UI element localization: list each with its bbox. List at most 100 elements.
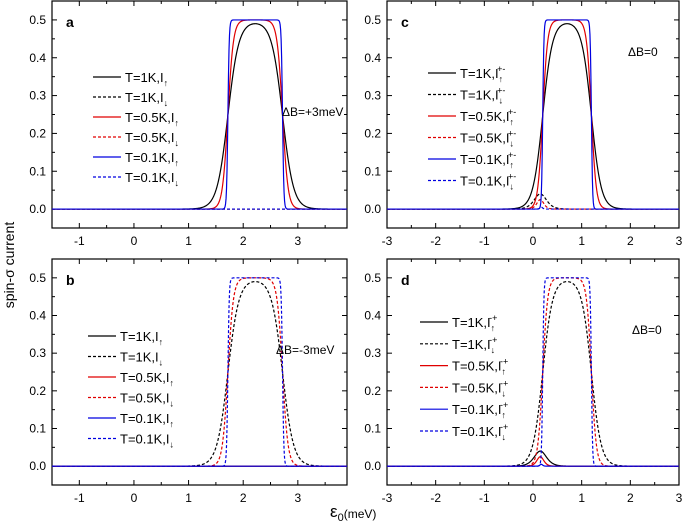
x-tick-label: 2 bbox=[240, 234, 247, 248]
series-line bbox=[387, 277, 679, 467]
legend-label: T=0.1K,I↓-+ bbox=[452, 422, 508, 442]
y-tick-label: 0.0 bbox=[364, 202, 381, 216]
x-tick-label: 0 bbox=[131, 491, 138, 505]
legend-label: T=0.5K,I↑ bbox=[125, 110, 179, 128]
legend-label: T=1K,I↓ bbox=[125, 90, 168, 108]
legend-label: T=0.1K,I↑ bbox=[125, 150, 179, 168]
x-tick-label: 2 bbox=[627, 491, 634, 505]
legend-label: T=1K,I↓-+ bbox=[452, 335, 497, 355]
plot-frame bbox=[51, 258, 348, 486]
y-tick-label: 0.0 bbox=[29, 459, 46, 473]
y-tick-label: 0.5 bbox=[29, 13, 46, 27]
series-line bbox=[387, 277, 679, 467]
x-tick-label: 1 bbox=[578, 491, 585, 505]
y-tick-label: 0.1 bbox=[29, 422, 46, 436]
series-line bbox=[387, 450, 679, 467]
x-tick-label: -3 bbox=[382, 491, 393, 505]
y-tick-label: 0.5 bbox=[364, 271, 381, 285]
legend-label: T=0.5K,I↓+- bbox=[460, 129, 516, 149]
panel-b: -1 0 1 2 3 0.0 0.1 0.2 0.3 0.4 0.5 T=1K,I↑ T=1K,I↓ T=… bbox=[29, 258, 348, 505]
x-tick-label: -3 bbox=[382, 234, 393, 248]
x-tick-label: 3 bbox=[294, 234, 301, 248]
legend-label: T=0.5K,I↓-+ bbox=[452, 378, 508, 398]
legend-label: T=1K,I↑-+ bbox=[452, 313, 497, 333]
x-tick-label: -1 bbox=[74, 491, 85, 505]
series-group bbox=[52, 277, 347, 467]
x-axis-subscript: 0 bbox=[338, 512, 344, 524]
y-tick-label: 0.3 bbox=[29, 89, 46, 103]
y-tick-label: 0.1 bbox=[29, 164, 46, 178]
annotation: ΔB=-3meV bbox=[276, 343, 334, 357]
x-axis-label: ε0(meV) bbox=[330, 502, 376, 524]
x-tick-label: 3 bbox=[294, 491, 301, 505]
series-line bbox=[52, 277, 347, 467]
y-tick-label: 0.2 bbox=[29, 384, 46, 398]
y-tick-label: 0.4 bbox=[364, 51, 381, 65]
annotation: ΔB=0 bbox=[632, 323, 662, 337]
series-line bbox=[52, 281, 347, 467]
y-tick-label: 0.4 bbox=[364, 309, 381, 323]
x-tick-label: 2 bbox=[627, 234, 634, 248]
series-line bbox=[52, 277, 347, 467]
legend-label: T=0.5K,I↓ bbox=[120, 391, 174, 409]
y-tick-label: 0.2 bbox=[29, 126, 46, 140]
x-tick-label: 3 bbox=[676, 491, 683, 505]
panel-d: -3 -2 -1 0 1 2 3 0.0 0.1 0.2 0.3 0.4 0.5 T=1K,I↑-+T=1… bbox=[364, 258, 683, 505]
panel-label: b bbox=[66, 272, 75, 288]
x-tick-label: 0 bbox=[530, 491, 537, 505]
y-tick-label: 0.3 bbox=[364, 89, 381, 103]
legend-label: T=0.1K,I↓ bbox=[120, 432, 174, 450]
annotation: ΔB=+3meV bbox=[282, 105, 343, 119]
x-tick-label: -1 bbox=[479, 491, 490, 505]
x-tick-label: 3 bbox=[676, 234, 683, 248]
y-tick-label: 0.1 bbox=[364, 422, 381, 436]
x-tick-label: 0 bbox=[530, 234, 537, 248]
legend-label: T=0.5K,I↑-+ bbox=[452, 357, 508, 377]
x-tick-label: -1 bbox=[74, 234, 85, 248]
legend-label: T=0.1K,I↑-+ bbox=[452, 400, 508, 420]
x-tick-label: -1 bbox=[479, 234, 490, 248]
y-tick-label: 0.4 bbox=[29, 51, 46, 65]
y-tick-label: 0.5 bbox=[364, 13, 381, 27]
legend-label: T=0.1K,I↑ bbox=[120, 411, 174, 429]
x-tick-label: 1 bbox=[185, 234, 192, 248]
y-tick-label: 0.1 bbox=[364, 164, 381, 178]
series-line bbox=[387, 206, 679, 210]
legend-label: T=0.1K,I↑+- bbox=[460, 150, 516, 170]
legend-label: T=1K,I↓ bbox=[120, 350, 163, 368]
y-tick-label: 0.0 bbox=[364, 459, 381, 473]
y-tick-label: 0.5 bbox=[29, 271, 46, 285]
series-group bbox=[387, 19, 679, 210]
plot-frame bbox=[386, 258, 680, 486]
series-group bbox=[52, 19, 347, 210]
legend-label: T=1K,I↑ bbox=[125, 70, 168, 88]
x-axis-unit: (meV) bbox=[344, 507, 377, 521]
annotation: ΔB=0 bbox=[628, 45, 658, 59]
panel-c: -3 -2 -1 0 1 2 3 0.0 0.1 0.2 0.3 0.4 0.5 T=1K,I↑+-T=1… bbox=[364, 0, 683, 248]
x-tick-label: 1 bbox=[185, 491, 192, 505]
y-axis-label: spin-σ current bbox=[1, 222, 17, 309]
panel-label: a bbox=[66, 14, 74, 30]
series-line bbox=[387, 199, 679, 210]
panel-label: c bbox=[401, 14, 409, 30]
x-tick-label: 2 bbox=[240, 491, 247, 505]
x-tick-label: 0 bbox=[131, 234, 138, 248]
x-tick-label: -2 bbox=[430, 234, 441, 248]
legend-label: T=0.5K,I↑ bbox=[120, 370, 174, 388]
x-tick-label: -2 bbox=[430, 491, 441, 505]
y-tick-label: 0.3 bbox=[364, 346, 381, 360]
legend-label: T=0.1K,I↓+- bbox=[460, 172, 516, 192]
panel-a: -1 0 1 2 3 0.0 0.1 0.2 0.3 0.4 0.5 T=1K,I↑ T=1K,I↓ T=… bbox=[29, 0, 348, 248]
legend-label: T=0.5K,I↓ bbox=[125, 130, 179, 148]
series-group bbox=[387, 277, 679, 467]
series-line bbox=[387, 193, 679, 210]
x-tick-label: 1 bbox=[578, 234, 585, 248]
legend-label: T=1K,I↓+- bbox=[460, 86, 505, 106]
panel-label: d bbox=[401, 272, 410, 288]
y-tick-label: 0.4 bbox=[29, 309, 46, 323]
legend-label: T=1K,I↑+- bbox=[460, 64, 505, 84]
legend-label: T=0.1K,I↓ bbox=[125, 170, 179, 188]
y-tick-label: 0.3 bbox=[29, 346, 46, 360]
x-axis-symbol: ε bbox=[330, 502, 338, 521]
